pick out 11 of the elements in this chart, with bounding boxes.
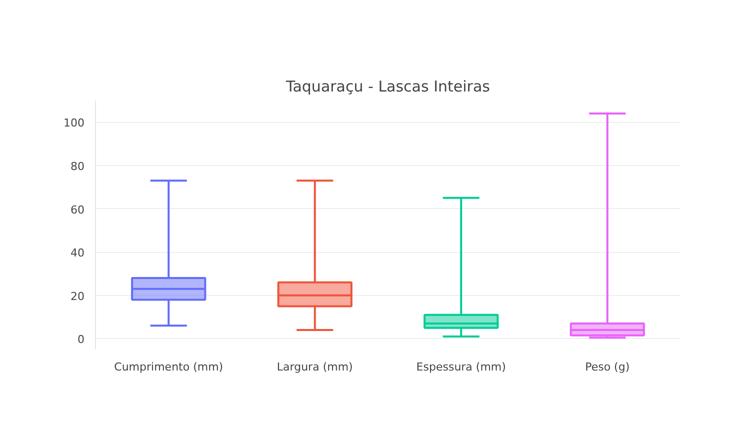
y-tick-label: 60 bbox=[70, 203, 85, 216]
y-tick-label: 80 bbox=[70, 160, 85, 173]
y-tick-label: 40 bbox=[70, 246, 85, 260]
y-tick-label: 0 bbox=[78, 333, 84, 346]
x-tick-label: Largura (mm) bbox=[276, 360, 353, 374]
chart-title: Taquaraçu - Lascas Inteiras bbox=[285, 78, 490, 96]
x-tick-label: Cumprimento (mm) bbox=[114, 360, 224, 374]
y-tick-label: 20 bbox=[70, 290, 85, 303]
x-tick-label: Espessura (mm) bbox=[416, 360, 506, 374]
x-tick-label: Peso (g) bbox=[585, 360, 630, 374]
y-tick-label: 100 bbox=[64, 116, 85, 130]
